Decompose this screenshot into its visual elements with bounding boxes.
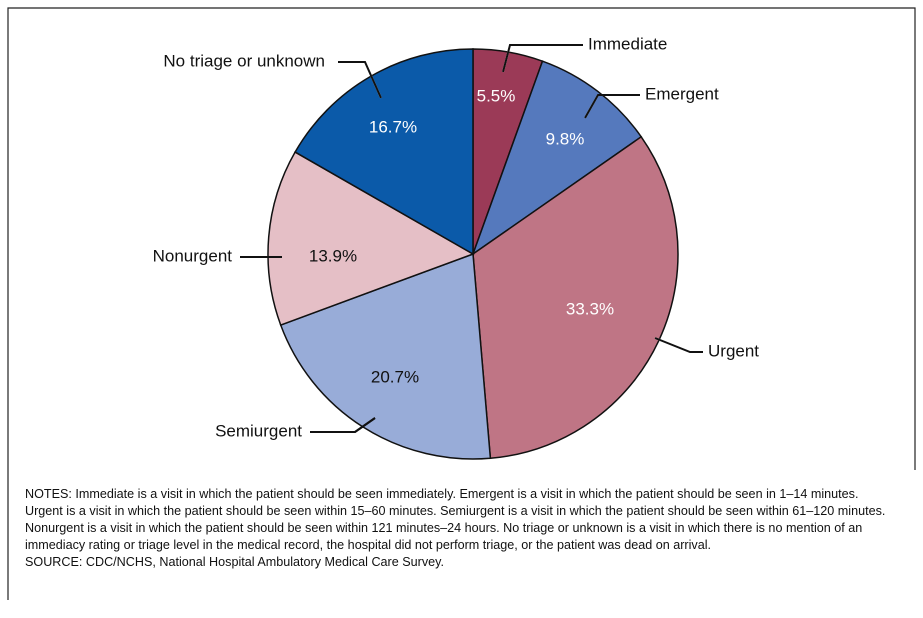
category-label: Nonurgent <box>153 246 233 265</box>
frame <box>7 7 916 600</box>
leader-line-outline <box>654 337 703 353</box>
pie-slice <box>472 135 679 460</box>
category-label: No triage or unknown <box>163 51 325 70</box>
pie-slice <box>267 151 475 326</box>
source: SOURCE: CDC/NCHS, National Hospital Ambu… <box>25 555 444 569</box>
category-label: Urgent <box>708 341 759 360</box>
category-label: Immediate <box>588 34 667 53</box>
notes: NOTES: Immediate is a visit in which the… <box>25 487 886 552</box>
value-label: 20.7% <box>371 367 419 386</box>
leader-line-outline <box>310 417 376 433</box>
value-label: 9.8% <box>546 129 585 148</box>
value-label: 33.3% <box>566 299 614 318</box>
leader-line-outline <box>584 94 640 119</box>
pie-slice <box>471 60 643 256</box>
pie-slice <box>294 48 474 256</box>
leader-line-outline <box>502 44 583 73</box>
leader-line-outline <box>338 61 382 99</box>
category-label: Semiurgent <box>215 421 302 440</box>
value-label: 16.7% <box>369 117 417 136</box>
value-label: 13.9% <box>309 246 357 265</box>
value-label: 5.5% <box>477 86 516 105</box>
notes-block: NOTES: Immediate is a visit in which the… <box>25 486 897 571</box>
category-label: Emergent <box>645 84 719 103</box>
